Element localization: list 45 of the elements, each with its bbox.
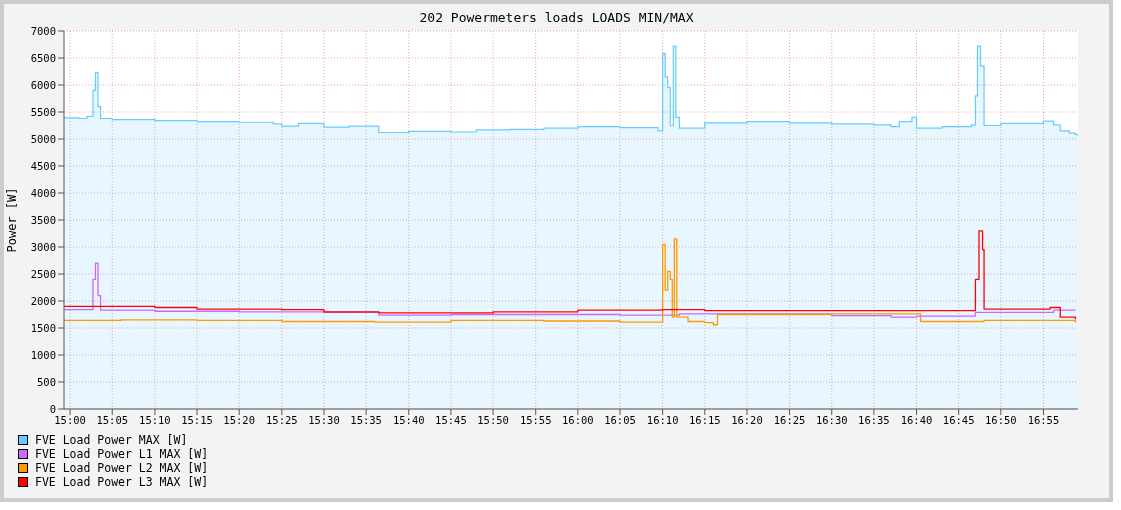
y-tick-label: 1500 (30, 321, 56, 334)
legend-label: FVE Load Power L1 MAX [W] (35, 447, 209, 461)
x-tick-label: 16:05 (604, 414, 636, 427)
y-tick-label: 7000 (30, 24, 56, 37)
x-tick-label: 15:35 (350, 414, 382, 427)
x-tick-label: 16:25 (773, 414, 806, 427)
y-tick-label: 6000 (30, 78, 56, 91)
y-tick-label: 6500 (30, 51, 56, 64)
legend-label: FVE Load Power L2 MAX [W] (35, 461, 209, 475)
y-tick-label: 0 (49, 402, 56, 415)
x-tick-label: 16:45 (942, 414, 975, 427)
chart-title: 202 Powermeters loads LOADS MIN/MAX (418, 9, 695, 25)
y-tick-label: 3500 (30, 213, 56, 226)
x-tick-label: 15:10 (139, 414, 171, 427)
y-tick-label: 2500 (30, 267, 56, 280)
x-tick-label: 15:00 (54, 414, 86, 427)
y-tick-label: 3000 (30, 240, 56, 253)
legend-label: FVE Load Power L3 MAX [W] (35, 475, 209, 489)
x-tick-label: 15:45 (435, 414, 467, 427)
y-tick-label: 5500 (30, 105, 56, 118)
x-tick-label: 15:40 (392, 414, 425, 427)
y-tick-label: 500 (37, 375, 56, 388)
y-axis-title: Power [W] (5, 187, 20, 253)
y-tick-label: 2000 (30, 294, 56, 307)
x-tick-label: 16:55 (1027, 414, 1060, 427)
y-tick-label: 5000 (30, 132, 56, 145)
x-tick-label: 15:25 (266, 414, 298, 427)
x-tick-label: 15:05 (96, 414, 129, 427)
y-tick-label: 1000 (30, 348, 56, 361)
x-tick-label: 15:20 (223, 414, 255, 427)
x-tick-label: 16:20 (731, 414, 763, 427)
x-tick-label: 15:55 (519, 414, 552, 427)
x-tick-label: 16:40 (900, 414, 933, 427)
x-tick-label: 15:15 (181, 414, 213, 427)
x-tick-label: 16:30 (815, 414, 848, 427)
y-tick-label: 4000 (30, 186, 56, 199)
legend-label: FVE Load Power MAX [W] (35, 433, 188, 447)
x-tick-label: 15:30 (308, 414, 340, 427)
x-tick-label: 16:15 (688, 414, 721, 427)
x-tick-label: 16:50 (985, 414, 1017, 427)
x-tick-label: 16:10 (646, 414, 679, 427)
x-tick-label: 16:00 (562, 414, 594, 427)
y-tick-label: 4500 (30, 159, 56, 172)
x-tick-label: 15:50 (477, 414, 509, 427)
x-tick-label: 16:35 (858, 414, 890, 427)
